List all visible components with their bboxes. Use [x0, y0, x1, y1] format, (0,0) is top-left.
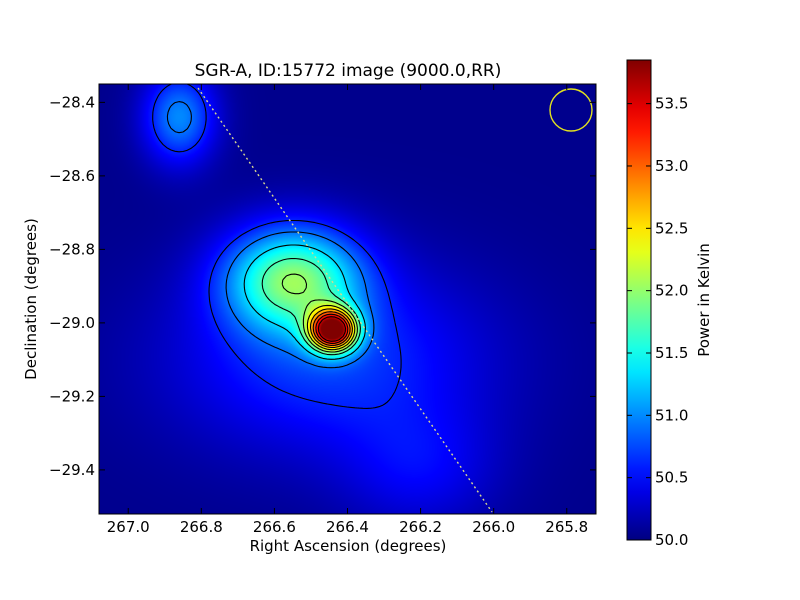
beam-size-circle: [549, 88, 593, 132]
y-tick-label: −29.4: [49, 461, 95, 479]
contour-level-1: [152, 83, 402, 409]
x-tick-label: 266.8: [180, 518, 223, 536]
x-tick-label: 266.4: [326, 518, 369, 536]
y-axis: −28.4 −28.6 −28.8 −29.0 −29.2 −29.4 Declinati…: [22, 93, 596, 479]
contour-level-3: [243, 244, 366, 360]
contour-level-9: [315, 313, 349, 344]
colorbar-tick-label: 52.0: [655, 282, 688, 300]
y-axis-label: Declination (degrees): [22, 218, 40, 380]
colorbar-tick-label: 53.0: [655, 157, 688, 175]
y-tick-label: −28.4: [49, 93, 95, 111]
chart-title: SGR-A, ID:15772 image (9000.0,RR): [195, 61, 502, 81]
x-tick-label: 265.8: [545, 518, 588, 536]
colorbar-tick-label: 51.0: [655, 406, 688, 424]
x-axis: 267.0 266.8 266.6 266.4 266.2 266.0 265.8 Righ…: [107, 84, 588, 555]
contour-level-6: [306, 304, 356, 351]
x-tick-label: 266.6: [253, 518, 296, 536]
y-tick-label: −29.2: [49, 387, 95, 405]
colorbar: 50.0 50.5 51.0 51.5 52.0 52.5 53.0 53.5 Power i…: [626, 59, 713, 549]
contour-level-10: [317, 316, 347, 342]
heatmap-image: [99, 84, 596, 514]
y-tick-label: −28.6: [49, 167, 95, 185]
x-tick-label: 267.0: [107, 518, 150, 536]
colorbar-label: Power in Kelvin: [695, 243, 713, 357]
colorbar-tick-label: 50.5: [655, 469, 688, 487]
contour-level-5: [281, 273, 358, 353]
colorbar-gradient: [626, 59, 652, 541]
y-tick-label: −28.8: [49, 240, 95, 258]
colorbar-tick-label: 52.5: [655, 219, 688, 237]
plot-area: [98, 83, 597, 515]
colorbar-tick-label: 51.5: [655, 344, 688, 362]
x-tick-label: 266.2: [399, 518, 442, 536]
contour-level-8: [312, 311, 351, 347]
x-tick-label: 266.0: [472, 518, 515, 536]
colorbar-tick-label: 50.0: [655, 531, 688, 549]
colorbar-tick-label: 53.5: [655, 95, 688, 113]
contour-level-4: [261, 257, 361, 356]
x-axis-label: Right Ascension (degrees): [250, 537, 447, 555]
y-tick-label: −29.0: [49, 314, 95, 332]
contour-level-7: [309, 308, 353, 349]
contour-lines: [152, 83, 402, 409]
scan-track-line: [197, 87, 493, 513]
